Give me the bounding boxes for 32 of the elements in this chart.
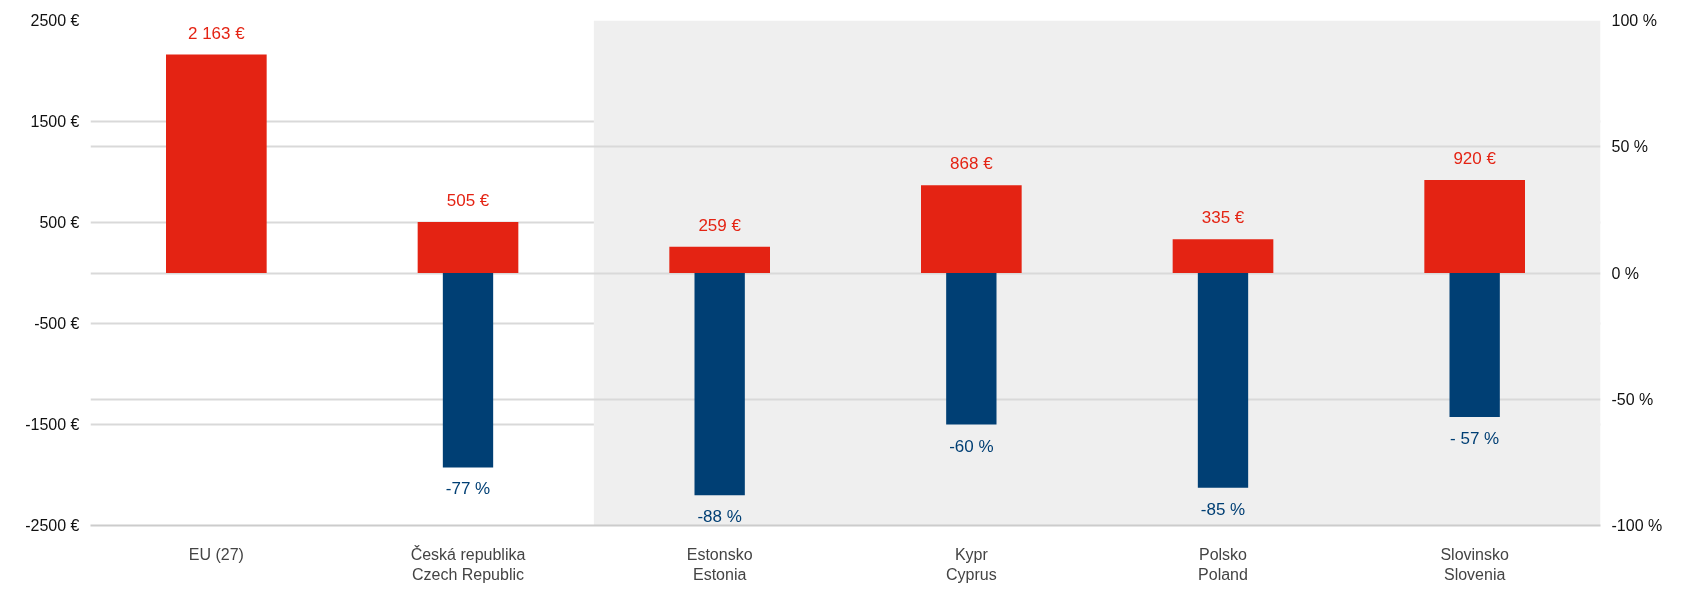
bar [669, 246, 770, 273]
data-label: 335 € [1201, 208, 1245, 228]
x-tick-label: EU (27) [188, 545, 244, 563]
y-tick-label: 500 € [39, 214, 80, 231]
x-tick-label: Polsko Poland [1198, 545, 1248, 583]
data-label: 868 € [950, 154, 994, 174]
x-tick-label: Slovinsko Slovenia [1440, 545, 1510, 583]
data-label: -88 % [697, 507, 742, 527]
y2-tick-label: -50 % [1611, 390, 1654, 408]
data-label: 505 € [446, 190, 490, 210]
y-tick-label: 2500 € [30, 12, 80, 29]
x-tick-label: Česká republika Czech Republic [410, 544, 526, 583]
data-label: -85 % [1200, 499, 1246, 519]
x-tick-label: Estonsko Estonia [686, 545, 753, 583]
data-label: -60 % [949, 436, 994, 456]
data-label: 920 € [1453, 149, 1497, 169]
y2-tick-label: -100 % [1611, 517, 1663, 534]
y-tick-label: -2500 € [25, 517, 80, 534]
data-label: 259 € [698, 215, 742, 235]
y-tick-label: -1500 € [25, 416, 80, 433]
x-tick-label: Kypr Cyprus [945, 545, 997, 583]
data-label: -77 % [445, 479, 491, 499]
y2-tick-label: 0 % [1611, 264, 1640, 282]
data-label: 2 163 € [187, 23, 246, 43]
y2-tick-label: 100 % [1611, 12, 1657, 29]
bar [166, 54, 267, 273]
y-tick-label: -500 € [34, 315, 80, 332]
y2-tick-label: 50 % [1611, 138, 1648, 156]
y-tick-label: 1500 € [30, 113, 80, 130]
data-label: - 57 % [1450, 428, 1500, 448]
bar [1172, 239, 1274, 273]
bar [417, 221, 519, 273]
